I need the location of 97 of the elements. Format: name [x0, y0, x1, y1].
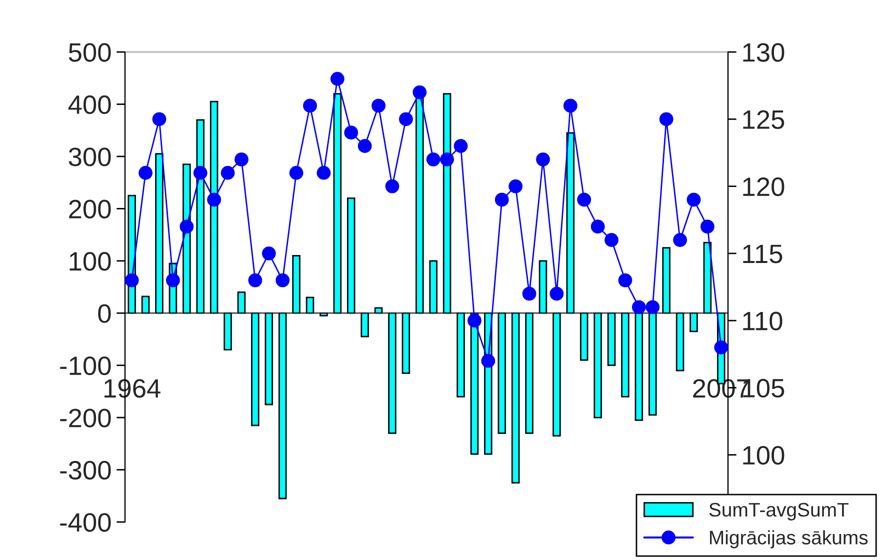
bar [648, 312, 657, 416]
point [152, 112, 166, 126]
y-tick-label: -400 [60, 513, 111, 532]
bar [306, 296, 314, 314]
point [618, 273, 632, 288]
bar [264, 312, 274, 406]
y-tick-label: 100 [70, 252, 111, 271]
point [344, 126, 358, 140]
point [180, 220, 194, 234]
point [234, 152, 248, 166]
point [522, 286, 536, 301]
bar [429, 260, 438, 314]
point [289, 166, 304, 180]
bar [360, 312, 369, 338]
point [454, 139, 468, 153]
y-tick-label: -300 [60, 460, 111, 480]
y2-tick-label: 125 [743, 110, 784, 129]
y2-tick-label: 110 [743, 312, 782, 330]
point [700, 220, 714, 234]
point [166, 273, 180, 288]
bar [442, 93, 452, 314]
bar [224, 312, 232, 350]
legend-label: SumT-avgSumT [709, 502, 848, 520]
bar [292, 254, 300, 314]
point [426, 152, 440, 166]
point [673, 233, 687, 247]
bar [456, 312, 465, 398]
y-tick-label: 400 [68, 95, 111, 114]
point [590, 220, 605, 234]
bar [566, 132, 575, 314]
point [220, 166, 235, 180]
point [316, 166, 331, 180]
point [659, 112, 674, 126]
point [138, 166, 152, 180]
bar [511, 312, 520, 484]
bar [690, 312, 698, 332]
point [577, 192, 592, 207]
bar [580, 312, 588, 361]
y-tick-label: 300 [68, 148, 111, 166]
point [330, 72, 344, 86]
point [125, 273, 139, 288]
point [563, 98, 578, 113]
bar [333, 93, 342, 314]
bar [552, 312, 561, 437]
y-tick-label: 500 [68, 43, 111, 62]
point [385, 179, 400, 194]
y-tick-label: 0 [98, 304, 111, 323]
point [550, 286, 564, 301]
bar [210, 100, 218, 314]
point [481, 354, 496, 368]
point [604, 233, 618, 247]
point [536, 152, 550, 166]
point [686, 192, 701, 207]
bar [347, 198, 356, 314]
point [248, 273, 262, 288]
bar [525, 312, 534, 434]
bar [676, 312, 684, 372]
legend-label: Migrācijas sākums [710, 530, 868, 548]
point [632, 300, 646, 314]
point [207, 192, 222, 207]
point [276, 273, 290, 288]
y2-tick-label: 120 [743, 177, 784, 196]
point [494, 192, 509, 207]
point [399, 112, 413, 126]
bar [594, 312, 602, 418]
bar [141, 296, 150, 314]
y2-tick-label: 100 [743, 446, 784, 465]
y2-tick-label: 115 [743, 244, 782, 264]
point [303, 98, 317, 113]
bar [278, 312, 287, 500]
bar [634, 312, 644, 421]
point [646, 300, 660, 314]
y-tick-label: 200 [69, 200, 111, 218]
point [372, 98, 386, 113]
bar [703, 242, 712, 314]
point [468, 314, 482, 328]
point [358, 139, 372, 153]
y-tick-label: -200 [60, 408, 111, 428]
bar [402, 312, 410, 374]
bar [498, 312, 506, 434]
bar [155, 153, 164, 314]
point [440, 152, 454, 166]
bar [538, 260, 548, 314]
y2-tick-label: 130 [743, 43, 784, 62]
point [412, 85, 427, 100]
bar [607, 312, 616, 366]
bar [251, 312, 260, 426]
point [508, 179, 523, 194]
bar [388, 312, 396, 434]
point [714, 340, 728, 354]
y-tick-label: -100 [60, 356, 111, 376]
bar [374, 307, 383, 314]
bar [662, 247, 670, 314]
point [193, 166, 208, 180]
bar [621, 312, 630, 398]
point [262, 246, 276, 260]
bar [237, 292, 246, 314]
